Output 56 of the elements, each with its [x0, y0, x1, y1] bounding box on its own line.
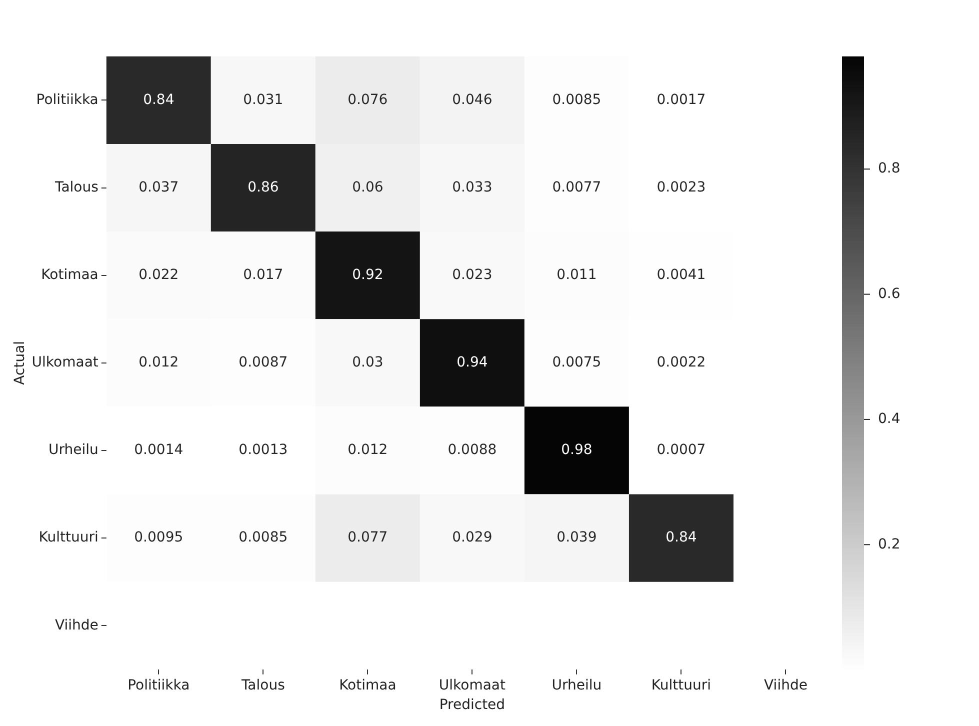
color-bar-label: 0.2: [878, 536, 900, 552]
data-label: 0.031: [243, 92, 284, 108]
data-label: 0.94: [456, 354, 488, 371]
data-label: 0.0017: [656, 92, 706, 108]
data-label: 0.98: [561, 442, 592, 458]
data-label: 0.0087: [238, 354, 288, 371]
y-tick-label: Viihde: [54, 617, 98, 634]
x-tick-label: Urheilu: [552, 677, 602, 694]
data-label: 0.039: [556, 530, 597, 546]
data-label: 0.011: [556, 266, 597, 283]
data-label: 0.0013: [238, 442, 288, 458]
data-label: 0.046: [452, 92, 492, 108]
data-label: 0.06: [352, 179, 384, 196]
data-label: 0.0085: [552, 92, 602, 108]
data-label: 0.0007: [656, 442, 706, 458]
y-tick-label: Urheilu: [48, 442, 98, 458]
data-label: 0.86: [248, 179, 279, 196]
x-tick-label: Talous: [240, 677, 285, 694]
y-axis-title: Actual: [12, 340, 28, 385]
data-label: 0.84: [666, 530, 697, 546]
color-bar-label: 0.8: [878, 160, 900, 177]
x-tick-label: Kulttuuri: [651, 677, 712, 694]
data-label: 0.022: [138, 266, 179, 283]
x-tick-label: Viihde: [764, 677, 808, 694]
data-label: 0.0075: [552, 354, 602, 371]
data-label: 0.0041: [656, 266, 706, 283]
data-label: 0.0088: [448, 442, 497, 458]
y-tick-label: Kulttuuri: [38, 530, 98, 546]
data-label: 0.0023: [656, 179, 706, 196]
data-label: 0.023: [452, 266, 492, 283]
data-label: 0.03: [352, 354, 384, 371]
data-label: 0.012: [138, 354, 179, 371]
x-axis-title: Predicted: [439, 697, 506, 714]
data-label: 0.076: [348, 92, 388, 108]
x-tick-label: Kotimaa: [339, 677, 396, 694]
color-bar-label: 0.6: [878, 286, 900, 302]
data-label: 0.017: [243, 266, 284, 283]
data-label: 0.0085: [238, 530, 288, 546]
data-label: 0.077: [348, 530, 388, 546]
data-label: 0.0095: [134, 530, 184, 546]
color-bar-label: 0.4: [878, 411, 900, 428]
y-tick-label: Talous: [54, 179, 98, 196]
data-label: 0.012: [348, 442, 388, 458]
y-tick-label: Kotimaa: [41, 266, 98, 283]
x-tick-label: Politiikka: [128, 677, 190, 694]
data-label: 0.0014: [134, 442, 184, 458]
y-tick-label: Ulkomaat: [32, 354, 99, 371]
data-label: 0.0022: [656, 354, 706, 371]
data-label: 0.0077: [552, 179, 602, 196]
data-label: 0.029: [452, 530, 492, 546]
data-label: 0.037: [138, 179, 179, 196]
y-tick-label: Politiikka: [36, 92, 98, 108]
data-label: 0.92: [352, 266, 384, 283]
data-label: 0.84: [143, 92, 174, 108]
data-label: 0.033: [452, 179, 492, 196]
x-tick-label: Ulkomaat: [438, 677, 506, 694]
